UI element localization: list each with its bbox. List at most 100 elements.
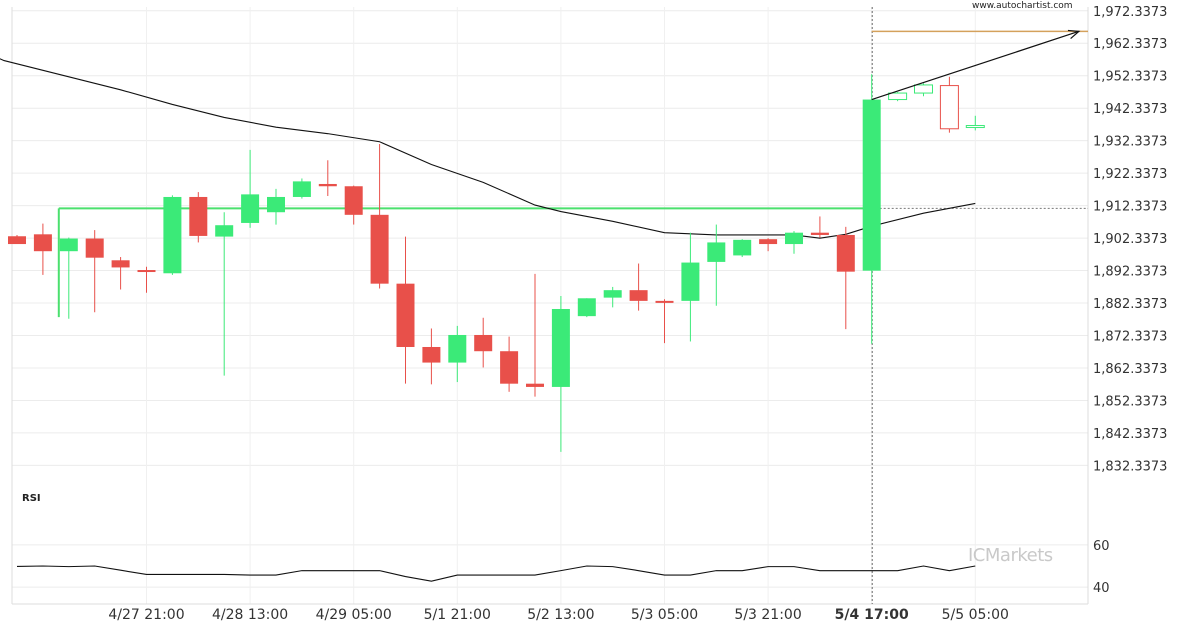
rsi-line [16,565,976,582]
candle [448,325,467,383]
time-axis-label: 5/3 05:00 [631,607,698,623]
candle-body [810,232,829,235]
candle-body [526,383,544,387]
candle [707,224,726,306]
candle-body [189,196,208,236]
candle-body [85,238,104,258]
candle-body [603,290,622,298]
candle [85,230,104,313]
candle-body [422,346,441,363]
candle [396,236,415,384]
rsi-tick-labels: 60 40 [1093,539,1110,596]
price-tick-label: 1,882.3373 [1093,297,1167,312]
grid-lines [12,7,1088,604]
candle-body [785,232,803,245]
candle-body [577,298,596,317]
candle [681,232,700,342]
candle [526,273,544,397]
candle [33,223,52,275]
candle-body [551,308,570,387]
candle-body [8,236,26,245]
candle-body [163,196,182,274]
candle [939,76,959,133]
candle-body [681,262,700,301]
rsi-tick-label: 40 [1093,581,1110,596]
price-tick-label: 1,962.3373 [1093,37,1167,52]
candle-body [759,239,778,245]
time-axis-label: 5/4 17:00 [835,607,909,623]
rsi-label: RSI [22,493,41,504]
candle-body [629,290,648,301]
candle-body [396,283,415,347]
candle [785,231,803,254]
trend-arrow-line [871,30,1080,101]
time-axis-label: 4/27 21:00 [108,607,184,623]
candle-body [448,334,467,363]
time-axis-label: 5/5 05:00 [942,607,1009,623]
time-axis-label: 5/2 13:00 [527,607,594,623]
candle [59,237,78,319]
time-axis-labels: 4/27 21:00 4/28 13:00 4/29 05:00 5/1 21:00 5… [108,607,1009,623]
candle [551,296,570,452]
candle [733,239,752,258]
candle-body [707,242,726,262]
candle [111,257,130,290]
price-tick-label: 1,912.3373 [1093,200,1167,215]
candle-body [318,183,337,187]
candle-body [862,99,881,271]
site-url[interactable]: www.autochartist.com [972,1,1073,11]
candle-body [888,92,908,101]
candle-body [733,239,752,256]
time-axis-label: 4/29 05:00 [316,607,392,623]
price-tick-label: 1,842.3373 [1093,427,1167,442]
candle-body [344,186,363,215]
candle [422,328,441,385]
price-tick-labels: 1,972.3373 1,962.3373 1,952.3373 1,942.3373… [1093,5,1167,475]
candle-body [914,84,933,94]
candle [370,144,389,289]
candle-body [241,194,260,223]
candle [603,286,622,308]
price-tick-label: 1,932.3373 [1093,135,1167,150]
price-tick-label: 1,902.3373 [1093,232,1167,247]
candle [862,74,881,344]
candle [965,115,985,131]
candle [318,160,337,196]
price-tick-label: 1,922.3373 [1093,167,1167,182]
candle [8,234,26,245]
candle-body [965,125,985,129]
candle [655,299,674,344]
candle-body [370,214,389,284]
candle [344,185,363,225]
candle [189,192,208,243]
candle-body [111,260,130,268]
candle-body [292,181,311,197]
candle-body [655,300,674,303]
candle [836,226,855,330]
time-axis-label: 5/1 21:00 [424,607,491,623]
price-tick-label: 1,952.3373 [1093,70,1167,85]
candle [474,317,493,368]
candle [810,216,829,238]
price-tick-label: 1,832.3373 [1093,459,1167,474]
candle-body [33,234,52,252]
candle-body [215,225,234,237]
time-axis-label: 5/3 21:00 [734,607,801,623]
candle-body [267,196,285,213]
candle-body [137,270,156,273]
candle [629,263,648,311]
candle [500,336,519,392]
price-tick-label: 1,942.3373 [1093,102,1167,117]
candle [888,92,908,102]
trend-arrow-head [1067,29,1081,40]
candle [577,298,596,318]
price-tick-label: 1,852.3373 [1093,394,1167,409]
candle-body [474,334,493,352]
candle [137,266,156,293]
broker-watermark: ICMarkets [968,545,1053,566]
rsi-tick-label: 60 [1093,539,1110,554]
time-axis-label: 4/28 13:00 [212,607,288,623]
candle-body [939,85,959,130]
